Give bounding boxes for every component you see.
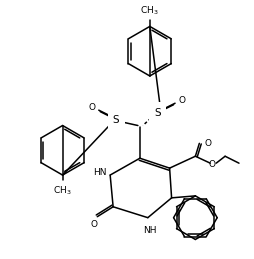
Text: S: S xyxy=(154,108,161,118)
Text: O: O xyxy=(208,160,215,169)
Text: CH$_3$: CH$_3$ xyxy=(140,4,158,17)
Text: S: S xyxy=(112,114,119,125)
Text: O: O xyxy=(90,220,98,229)
Text: O: O xyxy=(88,103,95,112)
Text: HN: HN xyxy=(92,168,106,177)
Text: O: O xyxy=(203,139,211,148)
Text: CH$_3$: CH$_3$ xyxy=(53,185,72,197)
Text: NH: NH xyxy=(142,226,156,235)
Text: O: O xyxy=(178,96,185,105)
